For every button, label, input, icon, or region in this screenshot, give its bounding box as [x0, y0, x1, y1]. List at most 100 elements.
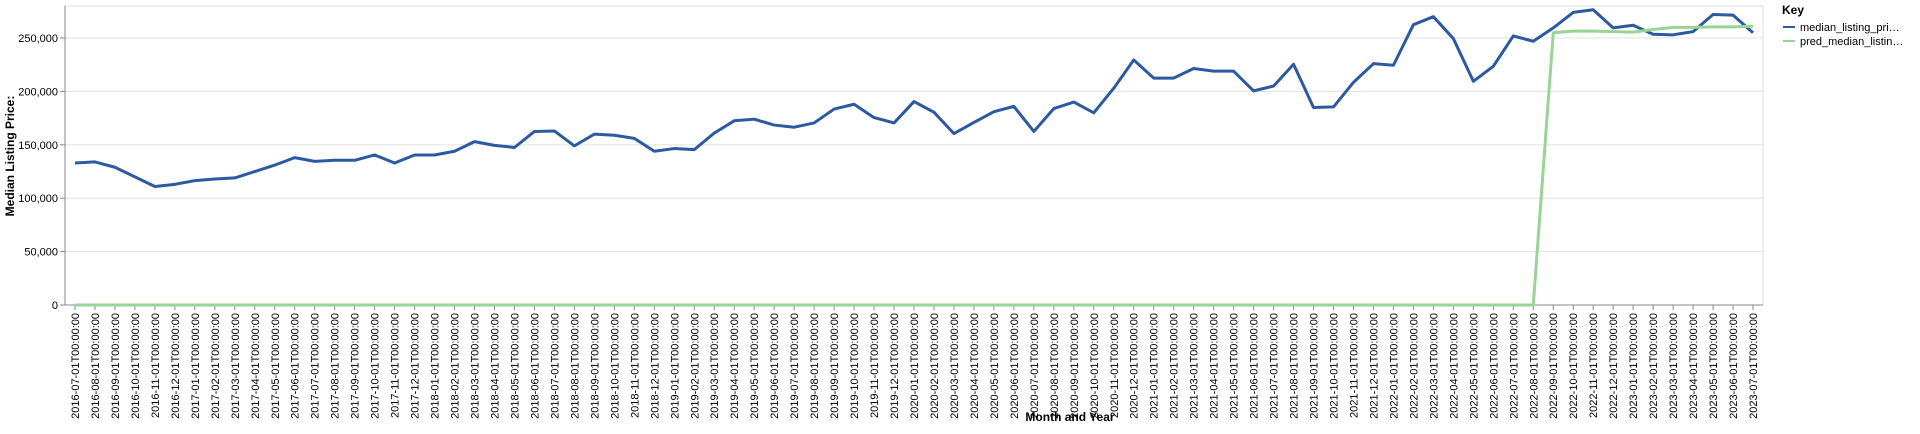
x-tick-label: 2017-03-01T00:00:00	[230, 313, 242, 419]
x-tick-label: 2017-09-01T00:00:00	[350, 313, 362, 419]
x-axis-title: Month and Year	[1025, 410, 1114, 424]
x-tick-label: 2023-07-01T00:00:00	[1748, 313, 1760, 419]
y-tick-label: 50,000	[24, 247, 58, 259]
x-tick-label: 2018-02-01T00:00:00	[450, 313, 462, 419]
x-tick-label: 2016-08-01T00:00:00	[90, 313, 102, 419]
x-tick-label: 2017-04-01T00:00:00	[250, 313, 262, 419]
x-tick-label: 2022-12-01T00:00:00	[1608, 313, 1620, 419]
x-tick-label: 2018-07-01T00:00:00	[549, 313, 561, 419]
x-tick-label: 2019-07-01T00:00:00	[789, 313, 801, 419]
x-tick-label: 2020-01-01T00:00:00	[909, 313, 921, 419]
x-tick-label: 2021-02-01T00:00:00	[1169, 313, 1181, 419]
y-tick-label: 200,000	[18, 86, 58, 98]
x-tick-label: 2020-10-01T00:00:00	[1089, 313, 1101, 419]
x-tick-label: 2019-09-01T00:00:00	[829, 313, 841, 419]
x-tick-label: 2023-04-01T00:00:00	[1688, 313, 1700, 419]
x-tick-label: 2021-01-01T00:00:00	[1149, 313, 1161, 419]
x-tick-label: 2019-03-01T00:00:00	[709, 313, 721, 419]
y-axis-title: Median Listing Price:	[3, 96, 17, 217]
x-tick-label: 2022-06-01T00:00:00	[1488, 313, 1500, 419]
x-tick-label: 2022-09-01T00:00:00	[1548, 313, 1560, 419]
x-tick-label: 2019-11-01T00:00:00	[869, 313, 881, 418]
x-tick-label: 2016-11-01T00:00:00	[150, 313, 162, 418]
x-tick-label: 2020-08-01T00:00:00	[1049, 313, 1061, 419]
x-tick-label: 2020-02-01T00:00:00	[929, 313, 941, 419]
y-tick-label: 250,000	[18, 33, 58, 45]
x-tick-label: 2018-06-01T00:00:00	[529, 313, 541, 419]
x-tick-label: 2021-03-01T00:00:00	[1189, 313, 1201, 419]
legend-title: Key	[1782, 3, 1804, 17]
x-tick-label: 2020-06-01T00:00:00	[1009, 313, 1021, 419]
legend-label: median_listing_pri…	[1800, 22, 1900, 34]
x-tick-label: 2020-12-01T00:00:00	[1129, 313, 1141, 419]
x-tick-label: 2021-12-01T00:00:00	[1368, 313, 1380, 419]
x-tick-label: 2019-05-01T00:00:00	[749, 313, 761, 419]
x-tick-label: 2018-09-01T00:00:00	[589, 313, 601, 419]
x-tick-label: 2017-02-01T00:00:00	[210, 313, 222, 419]
x-tick-label: 2020-04-01T00:00:00	[969, 313, 981, 419]
x-tick-label: 2016-10-01T00:00:00	[130, 313, 142, 419]
legend-label: pred_median_listin…	[1800, 36, 1903, 48]
x-tick-label: 2020-03-01T00:00:00	[949, 313, 961, 419]
x-tick-label: 2016-07-01T00:00:00	[70, 313, 82, 419]
x-tick-label: 2020-11-01T00:00:00	[1109, 313, 1121, 418]
x-tick-label: 2021-06-01T00:00:00	[1249, 313, 1261, 419]
series-line	[74, 24, 1754, 307]
x-tick-label: 2023-05-01T00:00:00	[1708, 313, 1720, 419]
x-tick-label: 2022-07-01T00:00:00	[1508, 313, 1520, 419]
x-tick-label: 2018-12-01T00:00:00	[649, 313, 661, 419]
x-tick-label: 2022-02-01T00:00:00	[1408, 313, 1420, 419]
x-tick-label: 2017-10-01T00:00:00	[370, 313, 382, 419]
x-tick-label: 2022-04-01T00:00:00	[1448, 313, 1460, 419]
x-tick-label: 2018-05-01T00:00:00	[509, 313, 521, 419]
y-tick-label: 100,000	[18, 193, 58, 205]
x-tick-label: 2016-09-01T00:00:00	[110, 313, 122, 419]
x-tick-label: 2021-07-01T00:00:00	[1269, 313, 1281, 419]
x-tick-label: 2020-07-01T00:00:00	[1029, 313, 1041, 419]
x-tick-label: 2019-12-01T00:00:00	[889, 313, 901, 419]
x-tick-label: 2019-02-01T00:00:00	[689, 313, 701, 419]
x-tick-label: 2018-11-01T00:00:00	[629, 313, 641, 418]
x-tick-label: 2023-01-01T00:00:00	[1628, 313, 1640, 419]
x-tick-label: 2021-08-01T00:00:00	[1289, 313, 1301, 419]
x-tick-label: 2021-04-01T00:00:00	[1209, 313, 1221, 419]
x-tick-label: 2022-08-01T00:00:00	[1528, 313, 1540, 419]
x-tick-label: 2023-06-01T00:00:00	[1728, 313, 1740, 419]
x-tick-label: 2017-08-01T00:00:00	[330, 313, 342, 419]
x-tick-label: 2022-10-01T00:00:00	[1568, 313, 1580, 419]
x-tick-label: 2022-11-01T00:00:00	[1588, 313, 1600, 418]
x-tick-label: 2018-01-01T00:00:00	[430, 313, 442, 419]
series-line	[74, 8, 1755, 188]
plot-frame	[64, 5, 1764, 306]
x-tick-label: 2021-11-01T00:00:00	[1348, 313, 1360, 418]
x-tick-label: 2019-01-01T00:00:00	[669, 313, 681, 419]
y-tick-label: 150,000	[18, 140, 58, 152]
x-tick-label: 2016-12-01T00:00:00	[170, 313, 182, 419]
x-tick-label: 2023-02-01T00:00:00	[1648, 313, 1660, 419]
x-tick-label: 2019-10-01T00:00:00	[849, 313, 861, 419]
x-tick-label: 2019-04-01T00:00:00	[729, 313, 741, 419]
x-tick-label: 2017-11-01T00:00:00	[390, 313, 402, 418]
x-tick-label: 2022-01-01T00:00:00	[1388, 313, 1400, 419]
x-tick-label: 2017-12-01T00:00:00	[410, 313, 422, 419]
x-tick-label: 2021-05-01T00:00:00	[1229, 313, 1241, 419]
x-tick-label: 2018-10-01T00:00:00	[609, 313, 621, 419]
x-tick-label: 2020-05-01T00:00:00	[989, 313, 1001, 419]
x-tick-label: 2019-08-01T00:00:00	[809, 313, 821, 419]
x-tick-label: 2019-06-01T00:00:00	[769, 313, 781, 419]
x-tick-label: 2018-03-01T00:00:00	[470, 313, 482, 419]
x-tick-label: 2021-10-01T00:00:00	[1329, 313, 1341, 419]
x-tick-label: 2022-03-01T00:00:00	[1428, 313, 1440, 419]
x-tick-label: 2017-07-01T00:00:00	[310, 313, 322, 419]
y-tick-label: 0	[52, 300, 58, 312]
x-tick-label: 2018-08-01T00:00:00	[569, 313, 581, 419]
x-tick-label: 2018-04-01T00:00:00	[489, 313, 501, 419]
x-tick-label: 2022-05-01T00:00:00	[1468, 313, 1480, 419]
x-tick-label: 2017-05-01T00:00:00	[270, 313, 282, 419]
x-tick-label: 2021-09-01T00:00:00	[1309, 313, 1321, 419]
x-tick-label: 2020-09-01T00:00:00	[1069, 313, 1081, 419]
x-tick-label: 2017-06-01T00:00:00	[290, 313, 302, 419]
x-tick-label: 2023-03-01T00:00:00	[1668, 313, 1680, 419]
x-tick-label: 2017-01-01T00:00:00	[190, 313, 202, 419]
